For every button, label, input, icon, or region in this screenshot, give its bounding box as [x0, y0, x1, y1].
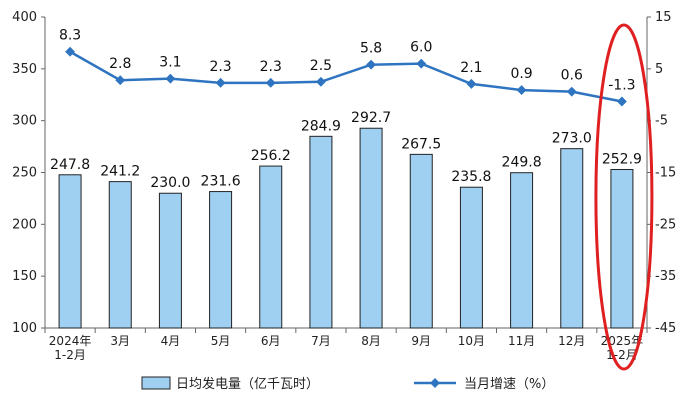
line-value-label: 2.5	[310, 58, 332, 74]
line-point	[566, 86, 577, 97]
bar-value-label: 256.2	[251, 148, 291, 164]
y-right-tick-label: 5	[655, 62, 663, 77]
bar-value-label: 247.8	[50, 157, 90, 173]
bar	[560, 148, 584, 329]
legend-swatch-marker	[430, 378, 440, 388]
x-tick-label: 6月	[261, 334, 281, 348]
line-point	[65, 46, 76, 57]
line-value-label: 8.3	[59, 28, 81, 44]
bar	[158, 192, 182, 329]
legend-label-line: 当月增速（%）	[464, 377, 554, 392]
line-point	[115, 75, 126, 86]
highlight-annotation	[594, 23, 654, 371]
y-right-tick-label: 15	[655, 10, 672, 25]
line-point	[165, 73, 176, 84]
y-right-tick-label: -15	[655, 166, 676, 181]
bar-series	[58, 127, 634, 329]
bar-value-label: 249.8	[502, 155, 542, 171]
line-value-label: 3.1	[159, 55, 181, 71]
bar-value-label: 241.2	[100, 164, 140, 180]
bar	[610, 168, 634, 329]
line-point	[215, 77, 226, 88]
line-value-label: 0.9	[510, 66, 532, 82]
line-point	[616, 96, 627, 107]
bar-value-label: 273.0	[552, 131, 592, 147]
y-right-tick-label: -45	[655, 321, 676, 336]
y-left-tick-label: 200	[12, 217, 37, 232]
bar	[58, 174, 82, 329]
bar	[409, 153, 433, 329]
line-value-label: 2.1	[460, 60, 482, 76]
legend-label-bar: 日均发电量（亿千瓦时）	[176, 376, 319, 392]
line-point	[315, 76, 326, 87]
line-value-label: 2.8	[109, 56, 131, 72]
x-tick-label: 12月	[558, 334, 585, 348]
bar	[309, 135, 333, 329]
x-tick-label: 4月	[161, 334, 181, 348]
line-value-label: 0.6	[561, 68, 583, 84]
line-point	[265, 77, 276, 88]
y-left-tick-label: 100	[12, 321, 37, 336]
line-point	[366, 59, 377, 70]
data-labels: 247.8 241.2 230.0 231.6 256.2 284.9 292.7 267.5…	[50, 28, 642, 192]
y-left-tick-label: 350	[12, 62, 37, 77]
bar	[459, 186, 483, 329]
y-right-tick-label: -5	[655, 114, 668, 129]
y-left-tick-label: 300	[12, 114, 37, 129]
bar	[510, 172, 534, 329]
bar-value-label: 267.5	[401, 136, 441, 152]
y-left-tick-label: 250	[12, 166, 37, 181]
line-point	[466, 78, 477, 89]
line-value-label: 6.0	[410, 40, 432, 56]
axes: 100 150 200 250 300 350 400 -45 -35 -25 -15 -5 5 15	[12, 10, 676, 336]
line-value-label: 5.8	[360, 41, 382, 57]
bar-value-label: 292.7	[351, 110, 391, 126]
y-right-tick-label: -25	[655, 217, 676, 232]
bar	[359, 127, 383, 329]
line-value-label: 2.3	[209, 59, 231, 75]
growth-line	[69, 50, 623, 103]
x-tick-label: 10月	[458, 334, 485, 348]
y-left-tick-label: 400	[12, 10, 37, 25]
bar	[209, 191, 233, 329]
legend: 日均发电量（亿千瓦时） 当月增速（%）	[141, 376, 554, 392]
line-point	[516, 85, 527, 96]
legend-swatch-bar	[141, 376, 171, 390]
x-tick-label: 7月	[311, 334, 331, 348]
line-value-label: 2.3	[260, 59, 282, 75]
y-left-tick-label: 150	[12, 269, 37, 284]
x-tick-label: 11月	[508, 334, 535, 348]
y-right-tick-label: -35	[655, 269, 676, 284]
x-tick-label: 2024年 1-2月	[49, 334, 92, 362]
x-tick-label: 5月	[211, 334, 231, 348]
bar	[259, 165, 283, 329]
bar-value-label: 230.0	[150, 175, 190, 191]
bar	[108, 181, 132, 329]
bar-value-label: 252.9	[602, 151, 642, 167]
line-series	[65, 46, 627, 107]
bar-value-label: 284.9	[301, 118, 341, 134]
line-value-label: -1.3	[608, 77, 635, 93]
line-point	[416, 58, 427, 69]
x-tick-label: 8月	[361, 334, 381, 348]
bar-value-label: 235.8	[451, 169, 491, 185]
bar-value-label: 231.6	[201, 174, 241, 190]
x-tick-label: 9月	[411, 334, 431, 348]
highlight-ellipse	[594, 23, 654, 371]
x-tick-label: 3月	[110, 334, 130, 348]
